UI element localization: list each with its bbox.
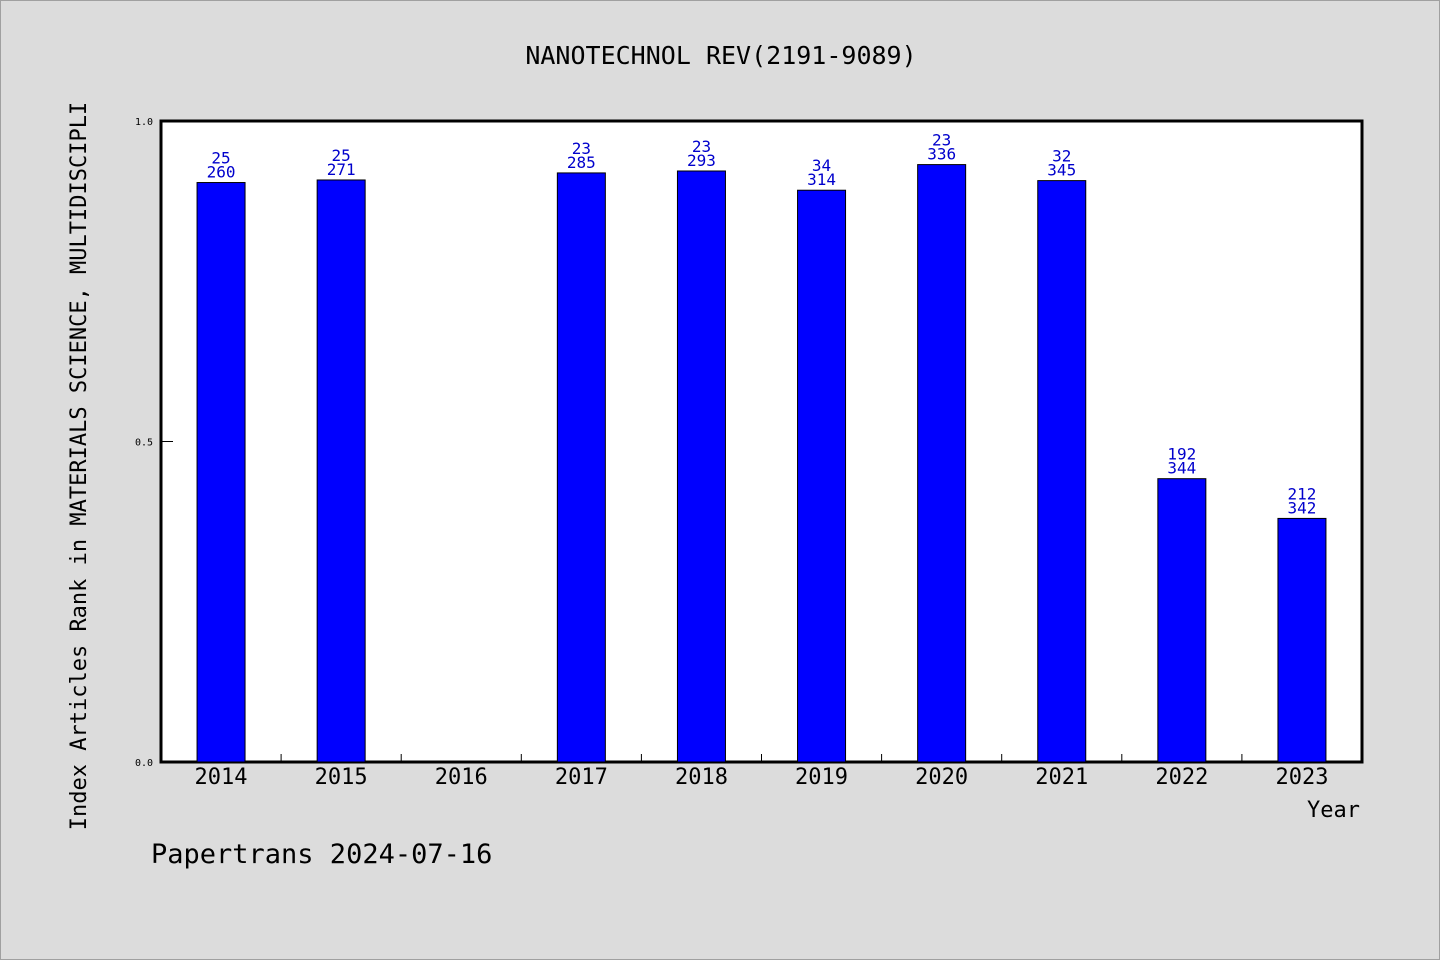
bar-total-label: 260 bbox=[207, 163, 236, 182]
footer-text: Papertrans 2024-07-16 bbox=[151, 839, 492, 870]
bar-2021 bbox=[1037, 180, 1087, 763]
y-tick-label: 0.5 bbox=[135, 438, 153, 449]
bar-rank-label: 34 bbox=[812, 156, 831, 175]
bar-total-label: 293 bbox=[687, 151, 716, 170]
bars-group bbox=[196, 164, 1327, 763]
bar-rank-label: 23 bbox=[692, 137, 711, 156]
x-tick-label: 2021 bbox=[1035, 765, 1088, 790]
bar-total-label: 314 bbox=[807, 170, 836, 189]
x-tick-label: 2014 bbox=[195, 765, 248, 790]
x-tick-label: 2017 bbox=[555, 765, 608, 790]
bar-2014 bbox=[196, 182, 246, 763]
bar-2019 bbox=[797, 189, 847, 763]
y-axis-ticks: 0.0 0.5 1.0 bbox=[135, 117, 173, 769]
bar-rank-label: 32 bbox=[1052, 147, 1071, 166]
bar-rank-label: 25 bbox=[211, 149, 230, 168]
y-axis-label: Index Articles Rank in MATERIALS SCIENCE… bbox=[67, 102, 92, 830]
bar-rank-label: 192 bbox=[1167, 445, 1196, 464]
bar-2020 bbox=[917, 164, 967, 763]
x-tick-label: 2020 bbox=[915, 765, 968, 790]
bar-2022 bbox=[1157, 478, 1207, 763]
bar-2018 bbox=[676, 170, 726, 763]
bar-rank-label: 23 bbox=[572, 139, 591, 158]
chart-title: NANOTECHNOL REV(2191-9089) bbox=[525, 41, 916, 70]
bar-total-label: 344 bbox=[1167, 459, 1196, 478]
x-tick-label: 2023 bbox=[1275, 765, 1328, 790]
x-tick-label: 2015 bbox=[315, 765, 368, 790]
bar-2023 bbox=[1277, 517, 1327, 763]
bar-total-label: 285 bbox=[567, 153, 596, 172]
y-tick-label: 1.0 bbox=[135, 117, 153, 128]
x-axis-label: Year bbox=[1307, 798, 1360, 823]
y-tick-label: 0.0 bbox=[135, 758, 153, 769]
bar-2017 bbox=[556, 172, 606, 763]
bar-total-label: 336 bbox=[927, 145, 956, 164]
bar-total-label: 342 bbox=[1287, 498, 1316, 517]
bar-rank-label: 212 bbox=[1287, 484, 1316, 503]
bar-rank-label: 23 bbox=[932, 131, 951, 150]
x-tick-label: 2018 bbox=[675, 765, 728, 790]
bar-total-label: 345 bbox=[1047, 161, 1076, 180]
x-axis-ticks: 2014 2015 2016 2017 2018 2019 2020 2021 2022 2023 bbox=[195, 754, 1328, 790]
bar-rank-label: 25 bbox=[332, 146, 351, 165]
x-tick-label: 2022 bbox=[1155, 765, 1208, 790]
x-tick-label: 2019 bbox=[795, 765, 848, 790]
x-tick-label: 2016 bbox=[435, 765, 488, 790]
bar-total-label: 271 bbox=[327, 160, 356, 179]
bar-2015 bbox=[316, 179, 366, 763]
